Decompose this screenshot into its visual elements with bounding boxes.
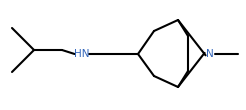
Text: N: N <box>206 49 214 59</box>
Text: HN: HN <box>74 49 90 59</box>
